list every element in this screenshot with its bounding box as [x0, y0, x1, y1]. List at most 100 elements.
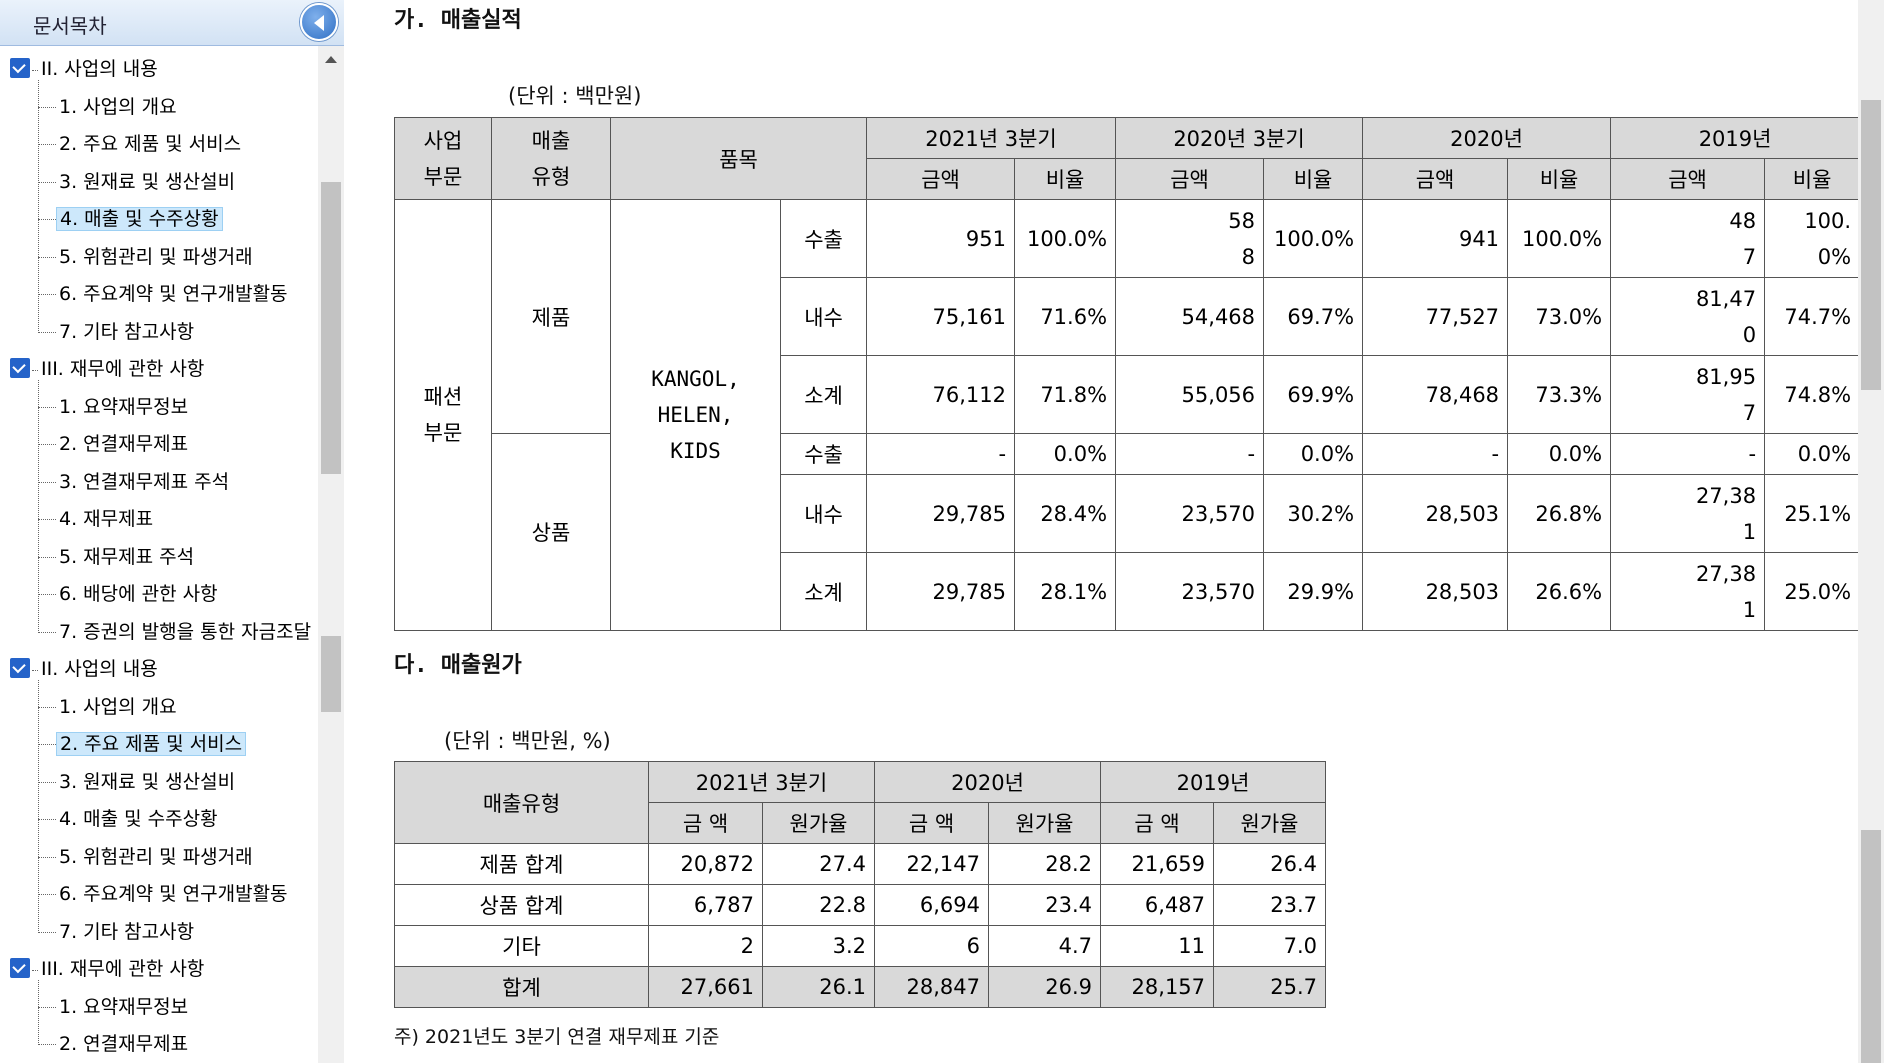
row-label: 수출 — [779, 199, 868, 278]
toc-label: 3. 연결재무제표 주석 — [59, 470, 230, 493]
cost-ratio-cell: 26.9 — [988, 966, 1102, 1008]
toc-label: 3. 원재료 및 생산설비 — [59, 770, 236, 793]
toc-item[interactable]: 4. 매출 및 수주상황 — [38, 804, 221, 834]
header-sales-type: 매출 유형 — [491, 117, 611, 200]
content-scrollbar-thumb[interactable] — [1861, 100, 1881, 390]
amount-cell: 21,659 — [1100, 843, 1215, 885]
toc-item[interactable]: 3. 연결재무제표 주석 — [37, 467, 232, 497]
row-label: 제품 합계 — [394, 843, 649, 885]
toc-item[interactable]: 3. 원재료 및 생산설비 — [37, 767, 238, 797]
expand-toggle-icon[interactable] — [10, 958, 30, 978]
toc-section[interactable]: II. 사업의 내용 — [10, 654, 161, 684]
toc-item[interactable]: 2. 연결재무제표 — [37, 1029, 191, 1059]
toc-item[interactable]: 4. 재무제표 — [37, 504, 156, 534]
toc-section[interactable]: III. 재무에 관한 사항 — [10, 354, 207, 384]
amount-cell: 23,570 — [1115, 474, 1265, 553]
amount-cell: 6 — [874, 925, 990, 967]
toc-item[interactable]: 2. 연결재무제표 — [37, 429, 191, 459]
toc-label: II. 사업의 내용 — [41, 658, 158, 680]
toc-item[interactable]: 5. 위험관리 및 파생거래 — [38, 842, 256, 872]
toc-item[interactable]: 5. 위험관리 및 파생거래 — [38, 242, 256, 272]
toc-item[interactable]: 7. 기타 참고사항 — [37, 317, 197, 347]
ratio-cell: 71.8% — [1014, 355, 1117, 434]
toc-label: 6. 주요계약 및 연구개발활동 — [59, 883, 288, 905]
amount-cell: 58 8 — [1115, 199, 1265, 278]
amount-cell: 28,503 — [1362, 474, 1509, 553]
toc-section[interactable]: III. 재무에 관한 사항 — [10, 954, 207, 984]
table-row: 내수 75,161 71.6% 54,468 69.7% 77,527 73.0% 81,4… — [395, 277, 1861, 356]
sales-performance-table: 사업 부문 매출 유형 품목 2021년 3분기 2020년 3분기 2020년… — [394, 117, 1861, 631]
collapse-sidebar-icon[interactable] — [300, 3, 338, 41]
toc-label: 1. 요약재무정보 — [59, 395, 189, 418]
amount-cell: 27,38 1 — [1610, 474, 1766, 553]
header-ratio: 비율 — [1764, 158, 1861, 200]
amount-cell: - — [1610, 433, 1766, 475]
toc-label: 7. 증권의 발행을 통한 자금조달 — [59, 620, 312, 643]
toc-item[interactable]: 2. 주요 제품 및 서비스 — [37, 729, 247, 759]
ratio-cell: 71.6% — [1014, 277, 1117, 356]
toc-item[interactable]: 6. 주요계약 및 연구개발활동 — [38, 879, 291, 909]
toc-item[interactable]: 6. 주요계약 및 연구개발활동 — [38, 279, 291, 309]
tree-connector — [38, 380, 39, 631]
amount-cell: 75,161 — [866, 277, 1016, 356]
table-row: 합계 27,661 26.1 28,847 26.9 28,157 25.7 — [394, 966, 1327, 1008]
expand-toggle-icon[interactable] — [10, 58, 30, 78]
toc-label: II. 사업의 내용 — [41, 58, 158, 80]
header-amount: 금 액 — [874, 802, 990, 844]
toc-item[interactable]: 7. 기타 참고사항 — [37, 917, 197, 947]
amount-cell: 941 — [1362, 199, 1509, 278]
toc-item[interactable]: 1. 요약재무정보 — [37, 992, 191, 1022]
amount-cell: 11 — [1100, 925, 1215, 967]
toc-label: III. 재무에 관한 사항 — [41, 358, 205, 380]
amount-cell: 6,487 — [1100, 884, 1215, 926]
ratio-cell: 30.2% — [1263, 474, 1364, 553]
header-cost-ratio: 원가율 — [988, 802, 1102, 844]
expand-toggle-icon[interactable] — [10, 358, 30, 378]
cost-ratio-cell: 23.7 — [1213, 884, 1327, 926]
amount-cell: 28,503 — [1362, 552, 1509, 631]
cost-ratio-cell: 7.0 — [1213, 925, 1327, 967]
toc-tree: II. 사업의 내용 1. 사업의 개요 2. 주요 제품 및 서비스 3. 원재료 … — [0, 46, 318, 1063]
toc-scrollbar-thumb[interactable] — [321, 182, 341, 474]
toc-item[interactable]: 6. 배당에 관한 사항 — [38, 579, 221, 609]
header-cost-ratio: 원가율 — [1213, 802, 1327, 844]
toc-label: 4. 매출 및 수주상황 — [56, 207, 223, 231]
toc-item[interactable]: 7. 증권의 발행을 통한 자금조달 — [37, 617, 314, 647]
toc-section[interactable]: II. 사업의 내용 — [10, 54, 161, 84]
amount-cell: 6,694 — [874, 884, 990, 926]
toc-scrollbar[interactable] — [318, 46, 344, 1063]
header-ratio: 비율 — [1507, 158, 1612, 200]
header-period: 2021년 3분기 — [647, 761, 876, 803]
header-amount: 금 액 — [1100, 802, 1215, 844]
toc-item[interactable]: 1. 사업의 개요 — [38, 692, 180, 722]
cost-of-sales-table: 매출유형 2021년 3분기 2020년 2019년 금 액 원가율 금 액 원… — [394, 761, 1327, 1008]
row-label: 소계 — [779, 355, 868, 434]
toc-item[interactable]: 2. 주요 제품 및 서비스 — [37, 129, 244, 159]
amount-cell: - — [1362, 433, 1509, 475]
row-label: 수출 — [779, 433, 868, 475]
toc-item[interactable]: 1. 사업의 개요 — [38, 92, 180, 122]
toc-label: 6. 배당에 관한 사항 — [59, 583, 218, 605]
toc-item[interactable]: 5. 재무제표 주석 — [37, 542, 197, 572]
cost-ratio-cell: 28.2 — [988, 843, 1102, 885]
toc-label: 1. 요약재무정보 — [59, 995, 189, 1018]
table-row: 기타 2 3.2 6 4.7 11 7.0 — [394, 925, 1327, 967]
expand-toggle-icon[interactable] — [10, 658, 30, 678]
toc-item[interactable]: 4. 매출 및 수주상황 — [38, 204, 223, 234]
scroll-up-arrow-icon[interactable] — [325, 56, 337, 63]
cost-ratio-cell: 22.8 — [761, 884, 876, 926]
ratio-cell: 69.7% — [1263, 277, 1364, 356]
content-scrollbar-thumb-2[interactable] — [1861, 830, 1881, 1063]
row-label: 상품 합계 — [394, 884, 649, 926]
toc-scrollbar-thumb-2[interactable] — [321, 636, 341, 712]
amount-cell: 2 — [648, 925, 763, 967]
content-scrollbar[interactable] — [1858, 0, 1884, 1063]
toc-item[interactable]: 1. 요약재무정보 — [37, 392, 191, 422]
ratio-cell: 100.0% — [1263, 199, 1364, 278]
toc-item[interactable]: 3. 원재료 및 생산설비 — [37, 167, 238, 197]
toc-label: 4. 재무제표 — [59, 508, 154, 530]
header-ratio: 비율 — [1014, 158, 1117, 200]
toc-label: 5. 위험관리 및 파생거래 — [59, 245, 253, 268]
cost-ratio-cell: 26.4 — [1213, 843, 1327, 885]
